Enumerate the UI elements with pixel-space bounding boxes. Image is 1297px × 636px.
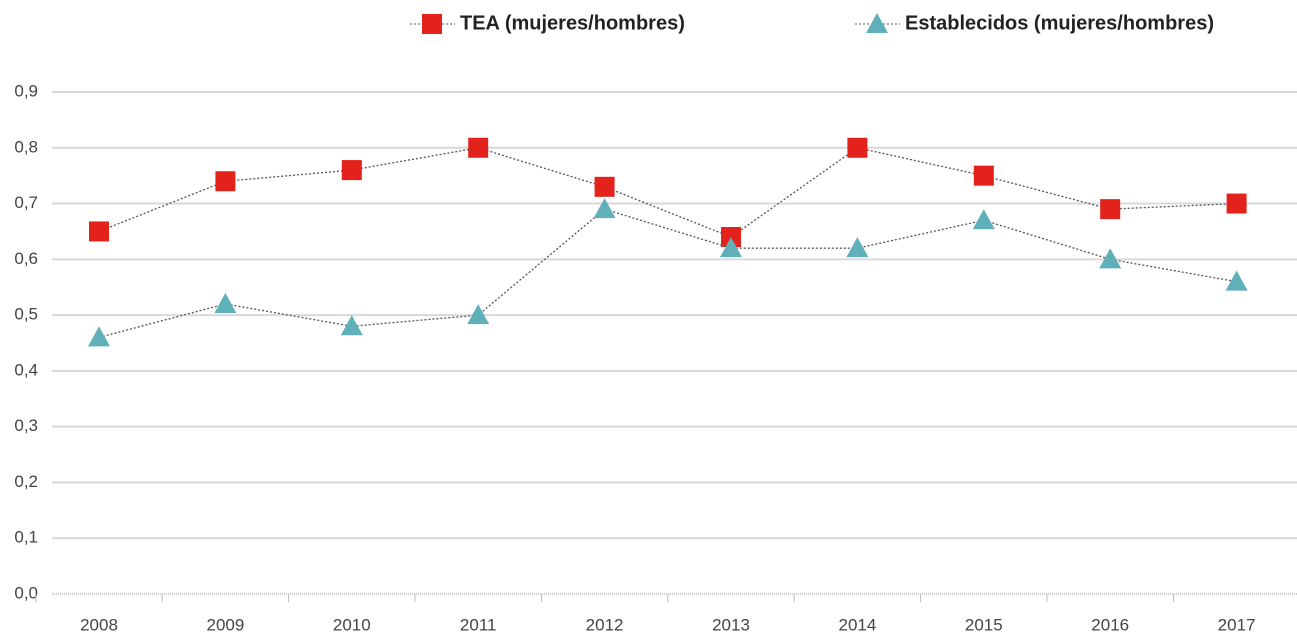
x-tick-label: 2013: [712, 615, 750, 634]
legend-marker: [866, 13, 888, 33]
x-tick-label: 2015: [965, 615, 1003, 634]
x-tick-label: 2012: [586, 615, 624, 634]
point: [1226, 193, 1247, 214]
x-tick-label: 2017: [1218, 615, 1256, 634]
point: [1225, 270, 1248, 291]
point: [89, 221, 109, 242]
legend-marker: [422, 14, 442, 34]
point: [972, 209, 995, 230]
point: [721, 227, 741, 248]
x-tick-label: 2010: [333, 615, 371, 634]
y-tick-label: 0,5: [14, 305, 38, 324]
x-tick-label: 2011: [460, 615, 497, 634]
x-tick-label: 2008: [80, 615, 118, 634]
series-line: [98, 208, 1237, 339]
point: [467, 304, 490, 325]
point: [1099, 248, 1122, 269]
point: [88, 326, 110, 347]
point: [215, 171, 236, 192]
point: [594, 176, 615, 197]
y-tick-label: 0,8: [14, 137, 38, 156]
series-line: [98, 147, 1237, 238]
point: [1100, 199, 1121, 220]
point: [340, 315, 363, 336]
y-tick-label: 0,1: [14, 528, 38, 547]
y-tick-label: 0,9: [14, 81, 38, 100]
y-tick-label: 0,4: [14, 360, 38, 379]
point: [846, 237, 869, 258]
point: [341, 160, 362, 181]
legend-label: Establecidos (mujeres/hombres): [905, 12, 1214, 34]
y-tick-label: 0,3: [14, 416, 38, 435]
y-tick-label: 0,7: [14, 193, 38, 212]
point: [720, 237, 742, 258]
x-tick-label: 2009: [206, 615, 244, 634]
point: [214, 292, 237, 313]
y-tick-label: 0,0: [14, 583, 38, 602]
point: [468, 137, 489, 158]
y-tick-label: 0,2: [14, 472, 38, 491]
point: [593, 198, 616, 219]
y-tick-label: 0,6: [14, 249, 38, 268]
x-tick-label: 2014: [838, 615, 876, 634]
legend-label: TEA (mujeres/hombres): [460, 12, 685, 34]
point: [973, 165, 994, 186]
x-tick-label: 2016: [1091, 615, 1129, 634]
point: [847, 137, 868, 158]
